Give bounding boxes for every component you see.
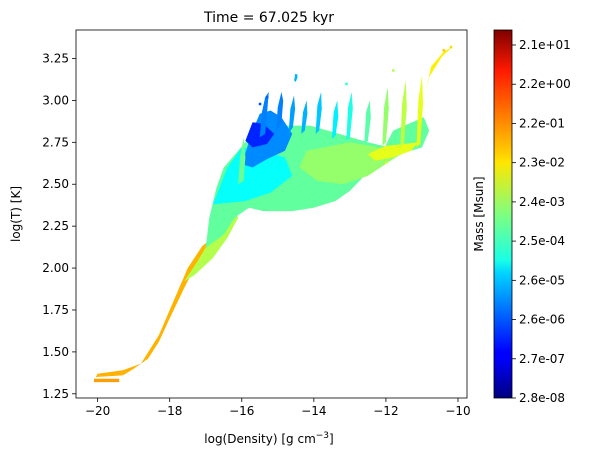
heatmap-region: [315, 92, 322, 134]
heatmap-region: [238, 137, 246, 185]
colorbar-tick-label: 2.5e-04: [519, 234, 565, 248]
heatmap-point: [240, 196, 244, 200]
heatmap-region: [346, 92, 353, 141]
y-tick-label: 1.50: [42, 345, 69, 359]
heatmap-point: [449, 45, 453, 49]
y-tick-label: 2.75: [42, 135, 69, 149]
y-tick-label: 2.25: [42, 219, 69, 233]
colorbar-tick-label: 2.8e-08: [519, 391, 565, 405]
heatmap-region: [245, 122, 275, 148]
heatmap-region: [367, 142, 419, 161]
colorbar-scale: [493, 29, 513, 399]
y-tick-label: 3.00: [42, 93, 69, 107]
heatmap-region: [94, 378, 120, 383]
heatmap-region: [212, 147, 293, 205]
heatmap-point: [265, 96, 269, 99]
x-tick-label: −20: [85, 404, 110, 418]
colorbar-tick-label: 2.2e-01: [519, 116, 565, 130]
heatmap-cells: [94, 45, 453, 383]
heatmap-point: [442, 49, 446, 52]
heatmap-region: [400, 80, 407, 148]
x-axis: −20 −18 −16 −14 −12 −10: [85, 398, 471, 418]
heatmap-region: [382, 87, 389, 146]
heatmap-region: [276, 92, 284, 131]
y-tick-label: 1.25: [42, 387, 69, 401]
colorbar-tick-label: 2.6e-05: [519, 273, 565, 287]
heatmap-region: [95, 234, 217, 377]
plot-frame: [75, 29, 468, 399]
heatmap-point: [294, 74, 298, 77]
heatmap-point: [345, 82, 348, 86]
heatmap-region: [416, 75, 423, 148]
chart-title: Time = 67.025 kyr: [203, 10, 334, 26]
plot-area: −20 −18 −16 −14 −12 −10 1.25 1.50 1.75 2.00 2.25 2…: [42, 29, 471, 418]
colorbar-tick-label: 2.7e-07: [519, 352, 565, 366]
heatmap-region: [425, 46, 453, 92]
x-axis-label: log(Density) [g cm−3]: [204, 431, 333, 446]
colorbar-label: Mass [Msun]: [472, 176, 486, 251]
heatmap-region: [301, 100, 308, 134]
y-tick-label: 1.75: [42, 303, 69, 317]
y-axis-label: log(T) [K]: [9, 186, 23, 242]
y-tick-label: 2.00: [42, 261, 69, 275]
heatmap-point: [384, 161, 388, 164]
colorbar-tick-label: 2.4e-03: [519, 195, 565, 209]
y-axis: 1.25 1.50 1.75 2.00 2.25 2.50 2.75 3.00 3.25: [42, 52, 76, 401]
colorbar: 2.1e+01 2.2e+00 2.2e-01 2.3e-02 2.4e-03 2.5e-…: [472, 29, 571, 405]
heatmap-region: [259, 92, 269, 138]
colorbar-ticks: 2.1e+01 2.2e+00 2.2e-01 2.3e-02 2.4e-03 2.5e-…: [512, 38, 571, 405]
colorbar-tick-label: 2.6e-06: [519, 313, 565, 327]
heatmap-point: [258, 102, 262, 106]
x-tick-label: −18: [157, 404, 182, 418]
heatmap-region: [364, 100, 371, 144]
y-tick-label: 3.25: [42, 52, 69, 66]
colorbar-tick-label: 2.3e-02: [519, 156, 565, 170]
colorbar-tick-label: 2.1e+01: [519, 38, 571, 52]
x-tick-label: −14: [301, 404, 326, 418]
heatmap-point: [392, 69, 395, 72]
colorbar-tick-label: 2.2e+00: [519, 77, 571, 91]
y-tick-label: 2.50: [42, 177, 69, 191]
heatmap-region: [331, 100, 339, 139]
heatmap-region: [288, 95, 296, 134]
x-tick-label: −10: [445, 404, 470, 418]
x-tick-label: −12: [373, 404, 398, 418]
x-tick-label: −16: [229, 404, 254, 418]
